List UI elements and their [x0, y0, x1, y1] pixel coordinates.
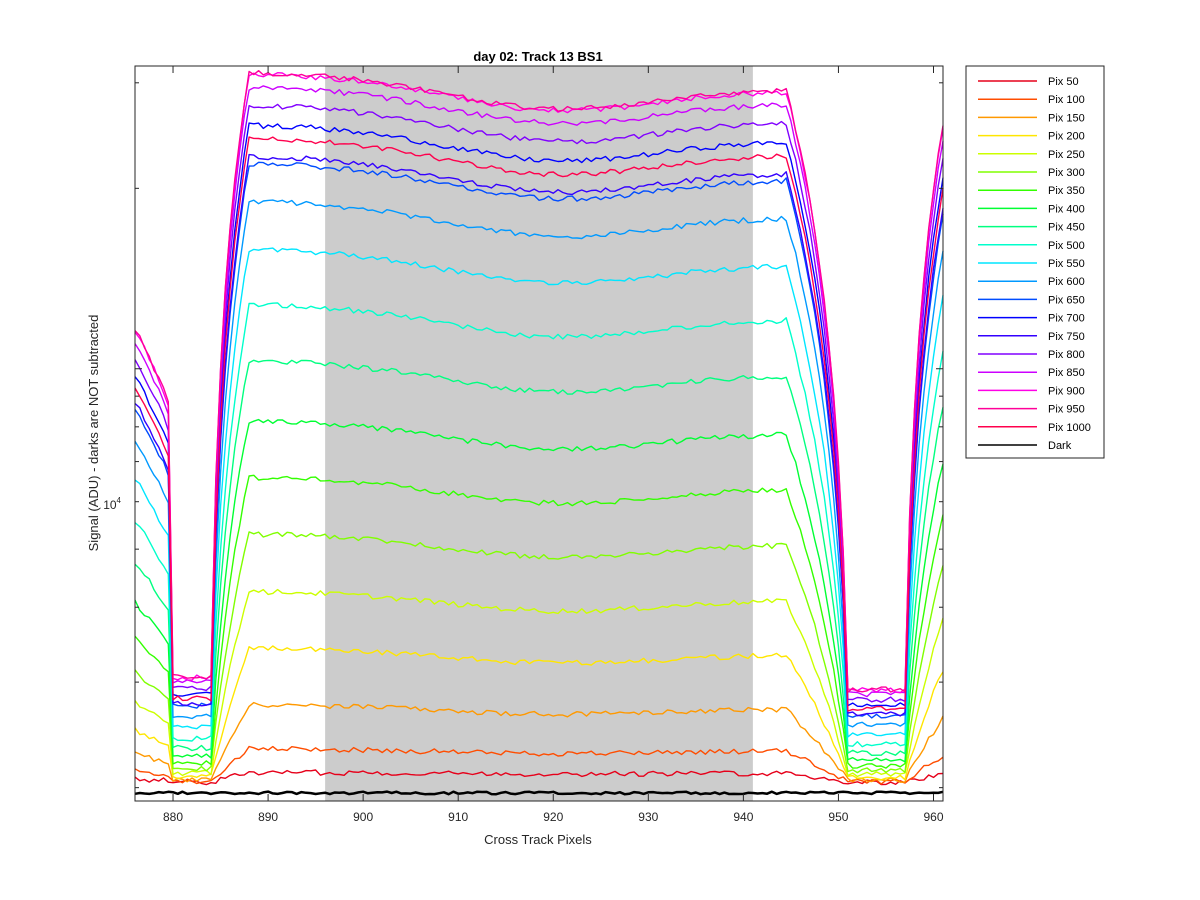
legend-label-pix-900: Pix 900	[1048, 385, 1085, 397]
legend-label-pix-50: Pix 50	[1048, 76, 1079, 88]
legend-label-pix-850: Pix 850	[1048, 367, 1085, 379]
series-line-pix-950	[134, 69, 944, 693]
series-line-dark	[134, 790, 944, 796]
x-tick-label: 960	[923, 810, 943, 824]
legend-label-pix-300: Pix 300	[1048, 167, 1085, 179]
series-line-pix-750	[134, 153, 944, 717]
legend-label-pix-200: Pix 200	[1048, 131, 1085, 143]
series-line-pix-1000	[134, 136, 944, 712]
shaded-region	[325, 66, 753, 801]
axes-box	[134, 65, 944, 802]
y-ticks	[135, 82, 943, 789]
series-line-pix-700	[134, 122, 944, 708]
legend: Pix 50 Pix 100 Pix 150 Pix 200 Pix 250 Pix 30…	[965, 65, 1105, 459]
y-tick-label-10000: 104	[103, 496, 121, 512]
series-line-pix-800	[134, 103, 944, 703]
y-tick-label-base: 10	[103, 498, 117, 512]
legend-label-pix-600: Pix 600	[1048, 276, 1085, 288]
series-line-pix-200	[134, 645, 944, 781]
series-line-pix-550	[134, 247, 944, 738]
y-tick-label-exponent: 4	[117, 496, 122, 505]
series-line-pix-500	[134, 302, 944, 748]
x-axis-label: Cross Track Pixels	[484, 832, 592, 847]
x-tick-label: 880	[163, 810, 183, 824]
series-line-pix-50	[134, 769, 944, 786]
x-tick-label: 930	[638, 810, 658, 824]
series-line-pix-850	[134, 85, 944, 698]
series-line-pix-350	[134, 474, 944, 769]
series-line-pix-250	[134, 588, 944, 778]
plot-area: 880 890 900 910 920 930 940 950 960 104	[103, 65, 944, 824]
legend-label-pix-650: Pix 650	[1048, 294, 1085, 306]
legend-label-pix-400: Pix 400	[1048, 203, 1085, 215]
legend-label-pix-100: Pix 100	[1048, 94, 1085, 106]
legend-label-pix-450: Pix 450	[1048, 222, 1085, 234]
legend-box	[965, 65, 1105, 459]
legend-items: Pix 50 Pix 100 Pix 150 Pix 200 Pix 250 Pix 30…	[978, 76, 1091, 452]
series-line-pix-600	[134, 199, 944, 728]
x-tick-label: 940	[733, 810, 753, 824]
legend-label-pix-950: Pix 950	[1048, 404, 1085, 416]
series-line-pix-150	[134, 701, 944, 783]
legend-label-pix-750: Pix 750	[1048, 331, 1085, 343]
legend-label-pix-700: Pix 700	[1048, 313, 1085, 325]
series-line-pix-650	[134, 161, 944, 719]
series-line-pix-450	[134, 359, 944, 756]
legend-label-pix-250: Pix 250	[1048, 149, 1085, 161]
x-tick-label: 950	[828, 810, 848, 824]
x-ticks: 880 890 900 910 920 930 940 950 960	[163, 66, 944, 824]
legend-label-pix-1000: Pix 1000	[1048, 422, 1091, 434]
legend-label-dark: Dark	[1048, 440, 1072, 452]
legend-label-pix-800: Pix 800	[1048, 349, 1085, 361]
x-tick-label: 890	[258, 810, 278, 824]
legend-label-pix-550: Pix 550	[1048, 258, 1085, 270]
x-tick-label: 920	[543, 810, 563, 824]
legend-label-pix-150: Pix 150	[1048, 112, 1085, 124]
y-axis-label: Signal (ADU) - darks are NOT subtracted	[86, 315, 101, 552]
legend-label-pix-350: Pix 350	[1048, 185, 1085, 197]
series-group	[134, 69, 944, 796]
series-line-pix-100	[134, 745, 944, 785]
series-line-pix-400	[134, 418, 944, 763]
x-tick-label: 900	[353, 810, 373, 824]
series-line-pix-300	[134, 531, 944, 774]
legend-label-pix-500: Pix 500	[1048, 240, 1085, 252]
chart-title: day 02: Track 13 BS1	[473, 49, 602, 64]
x-tick-label: 910	[448, 810, 468, 824]
